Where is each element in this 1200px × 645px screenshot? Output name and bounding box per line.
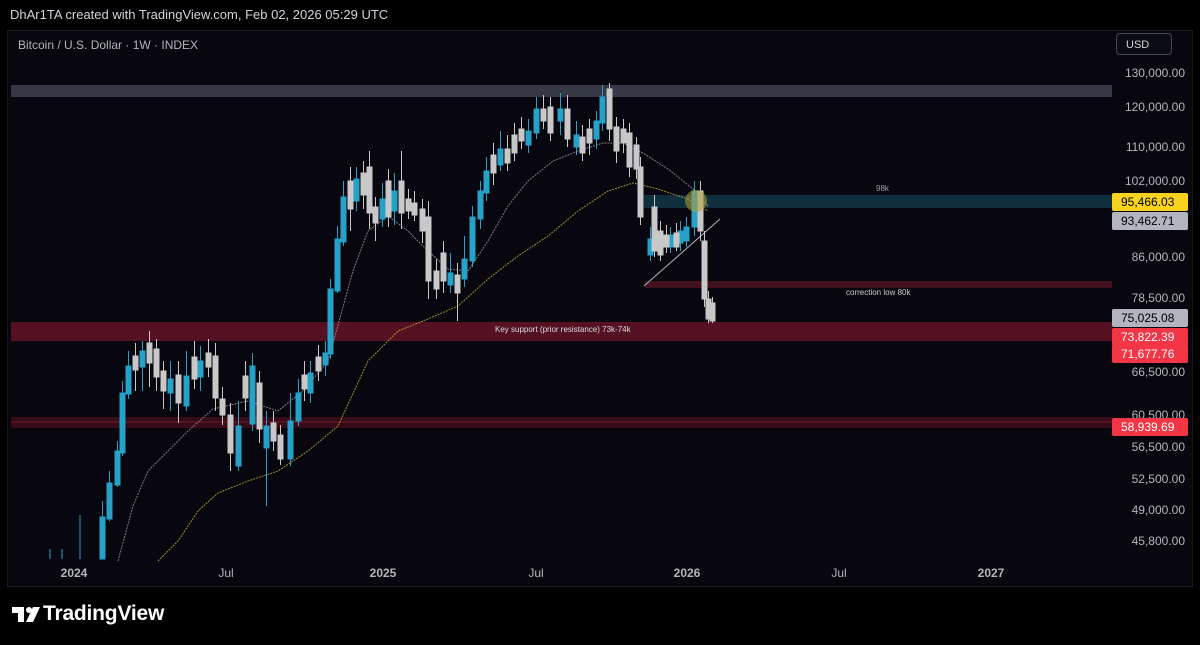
- moving-average-yellow: [157, 182, 709, 562]
- x-tick: Jul: [831, 566, 846, 580]
- symbol-title: Bitcoin / U.S. Dollar · 1W · INDEX: [18, 38, 199, 52]
- y-axis: 130,000.00 120,000.00 110,000.00 102,000…: [1125, 66, 1185, 548]
- y-tick: 78,500.00: [1132, 291, 1186, 305]
- y-tick: 86,000.00: [1132, 250, 1186, 264]
- annotation-correction-low: correction low 80k: [846, 288, 911, 297]
- candles: [49, 83, 716, 560]
- price-label-95466: 95,466.03: [1121, 195, 1175, 209]
- brand-name: TradingView: [43, 602, 165, 625]
- y-tick: 110,000.00: [1126, 140, 1185, 154]
- annotation-key-support: Key support (prior resistance) 73k-74k: [495, 325, 632, 334]
- y-tick: 52,500.00: [1132, 472, 1186, 486]
- price-label-93462: 93,462.71: [1121, 214, 1175, 228]
- y-tick: 45,800.00: [1132, 534, 1186, 548]
- price-label-bg: [1112, 345, 1188, 363]
- y-tick: 120,000.00: [1125, 100, 1185, 114]
- tradingview-logo-icon: [12, 607, 40, 622]
- author-line: DhAr1TA created with TradingView.com, Fe…: [10, 7, 389, 22]
- correction-low-zone: [645, 281, 1112, 288]
- key-support-zone: [11, 322, 1112, 341]
- x-tick: 2024: [61, 566, 88, 580]
- x-tick: Jul: [528, 566, 543, 580]
- price-label-75025: 75,025.08: [1121, 311, 1175, 325]
- lower-support-zone: [11, 417, 1112, 428]
- zone-98k: [644, 195, 1112, 208]
- price-label-bg: [1112, 212, 1188, 230]
- y-tick: 102,000.00: [1125, 174, 1185, 188]
- trend-line-upper: [643, 218, 721, 287]
- annotation-98k: 98k: [876, 184, 890, 193]
- price-label-73822: 73,822.39: [1121, 330, 1175, 344]
- footer: TradingView: [0, 587, 1200, 645]
- x-tick: 2027: [978, 566, 1005, 580]
- chart-author-bar: DhAr1TA created with TradingView.com, Fe…: [0, 0, 1200, 30]
- y-tick: 130,000.00: [1125, 66, 1185, 80]
- y-tick: 49,000.00: [1132, 503, 1186, 517]
- x-tick: 2025: [370, 566, 397, 580]
- resistance-zone: [11, 85, 1112, 97]
- price-label-bg: [1112, 418, 1188, 436]
- price-label-bg: [1112, 309, 1188, 327]
- price-label-71677: 71,677.76: [1121, 347, 1175, 361]
- price-labels: 95,466.03 93,462.71 75,025.08 73,822.39 …: [1112, 193, 1188, 436]
- price-label-58939: 58,939.69: [1121, 420, 1175, 434]
- moving-average-white: [117, 142, 709, 562]
- x-axis: 2024 Jul 2025 Jul 2026 Jul 2027: [61, 566, 1005, 580]
- price-chart[interactable]: 98k correction low 80k Key support (prio…: [8, 31, 1193, 587]
- x-tick: 2026: [674, 566, 701, 580]
- price-label-bg: [1112, 328, 1188, 346]
- chart-panel[interactable]: 98k correction low 80k Key support (prio…: [7, 30, 1193, 587]
- y-tick: 66,500.00: [1132, 365, 1186, 379]
- x-tick: Jul: [218, 566, 233, 580]
- currency-button[interactable]: USD: [1116, 33, 1172, 55]
- price-label-bg: [1112, 193, 1188, 211]
- highlight-circle: [685, 190, 707, 212]
- y-tick: 56,500.00: [1132, 440, 1186, 454]
